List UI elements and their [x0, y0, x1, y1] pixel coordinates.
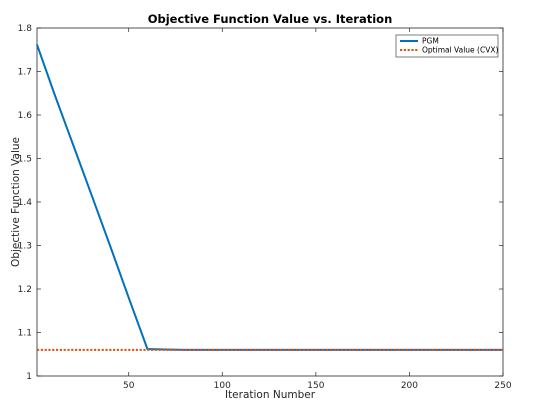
- x-axis-label: Iteration Number: [225, 389, 316, 401]
- y-tick-label: 1.4: [18, 198, 33, 208]
- y-tick-label: 1.8: [18, 24, 33, 34]
- legend: PGM Optimal Value (CVX): [395, 34, 499, 58]
- chart-title: Objective Function Value vs. Iteration: [148, 12, 393, 26]
- y-axis-label: Objective Function Value: [10, 137, 22, 267]
- legend-label-pgm: PGM: [422, 37, 439, 46]
- x-tick-label: 150: [307, 381, 324, 391]
- y-tick-label: 1.3: [18, 242, 32, 252]
- ticks-layer: 50 100 150 200 250 1 1.1 1.2 1.3 1.4 1.5 1.6 1.7 1.8: [18, 24, 512, 391]
- plot-area: [36, 27, 504, 377]
- x-tick-label: 50: [123, 381, 135, 391]
- y-tick-label: 1: [26, 372, 32, 382]
- legend-box: [395, 34, 499, 58]
- x-tick-label: 200: [401, 381, 418, 391]
- y-tick-label: 1.7: [18, 68, 32, 78]
- y-tick-label: 1.5: [18, 155, 32, 165]
- series-layer: [36, 44, 503, 351]
- y-tick-label: 1.6: [18, 111, 33, 121]
- legend-label-optimal-value: Optimal Value (CVX): [422, 46, 498, 55]
- y-tick-label: 1.1: [18, 329, 32, 339]
- x-tick-label: 250: [494, 381, 511, 391]
- x-tick-label: 100: [214, 381, 231, 391]
- y-tick-label: 1.2: [18, 285, 32, 295]
